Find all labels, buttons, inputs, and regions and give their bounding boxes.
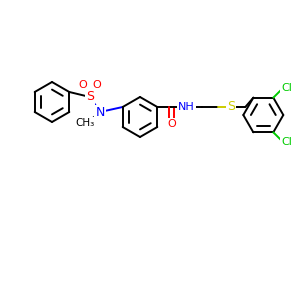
Text: O: O bbox=[167, 119, 176, 129]
Text: Cl: Cl bbox=[281, 137, 292, 147]
Text: N: N bbox=[95, 106, 105, 118]
Text: O: O bbox=[93, 80, 101, 90]
Text: O: O bbox=[79, 80, 87, 90]
Text: S: S bbox=[227, 100, 235, 113]
Text: Cl: Cl bbox=[281, 83, 292, 93]
Text: NH: NH bbox=[178, 102, 195, 112]
Text: CH₃: CH₃ bbox=[75, 118, 94, 128]
Text: S: S bbox=[86, 91, 94, 103]
